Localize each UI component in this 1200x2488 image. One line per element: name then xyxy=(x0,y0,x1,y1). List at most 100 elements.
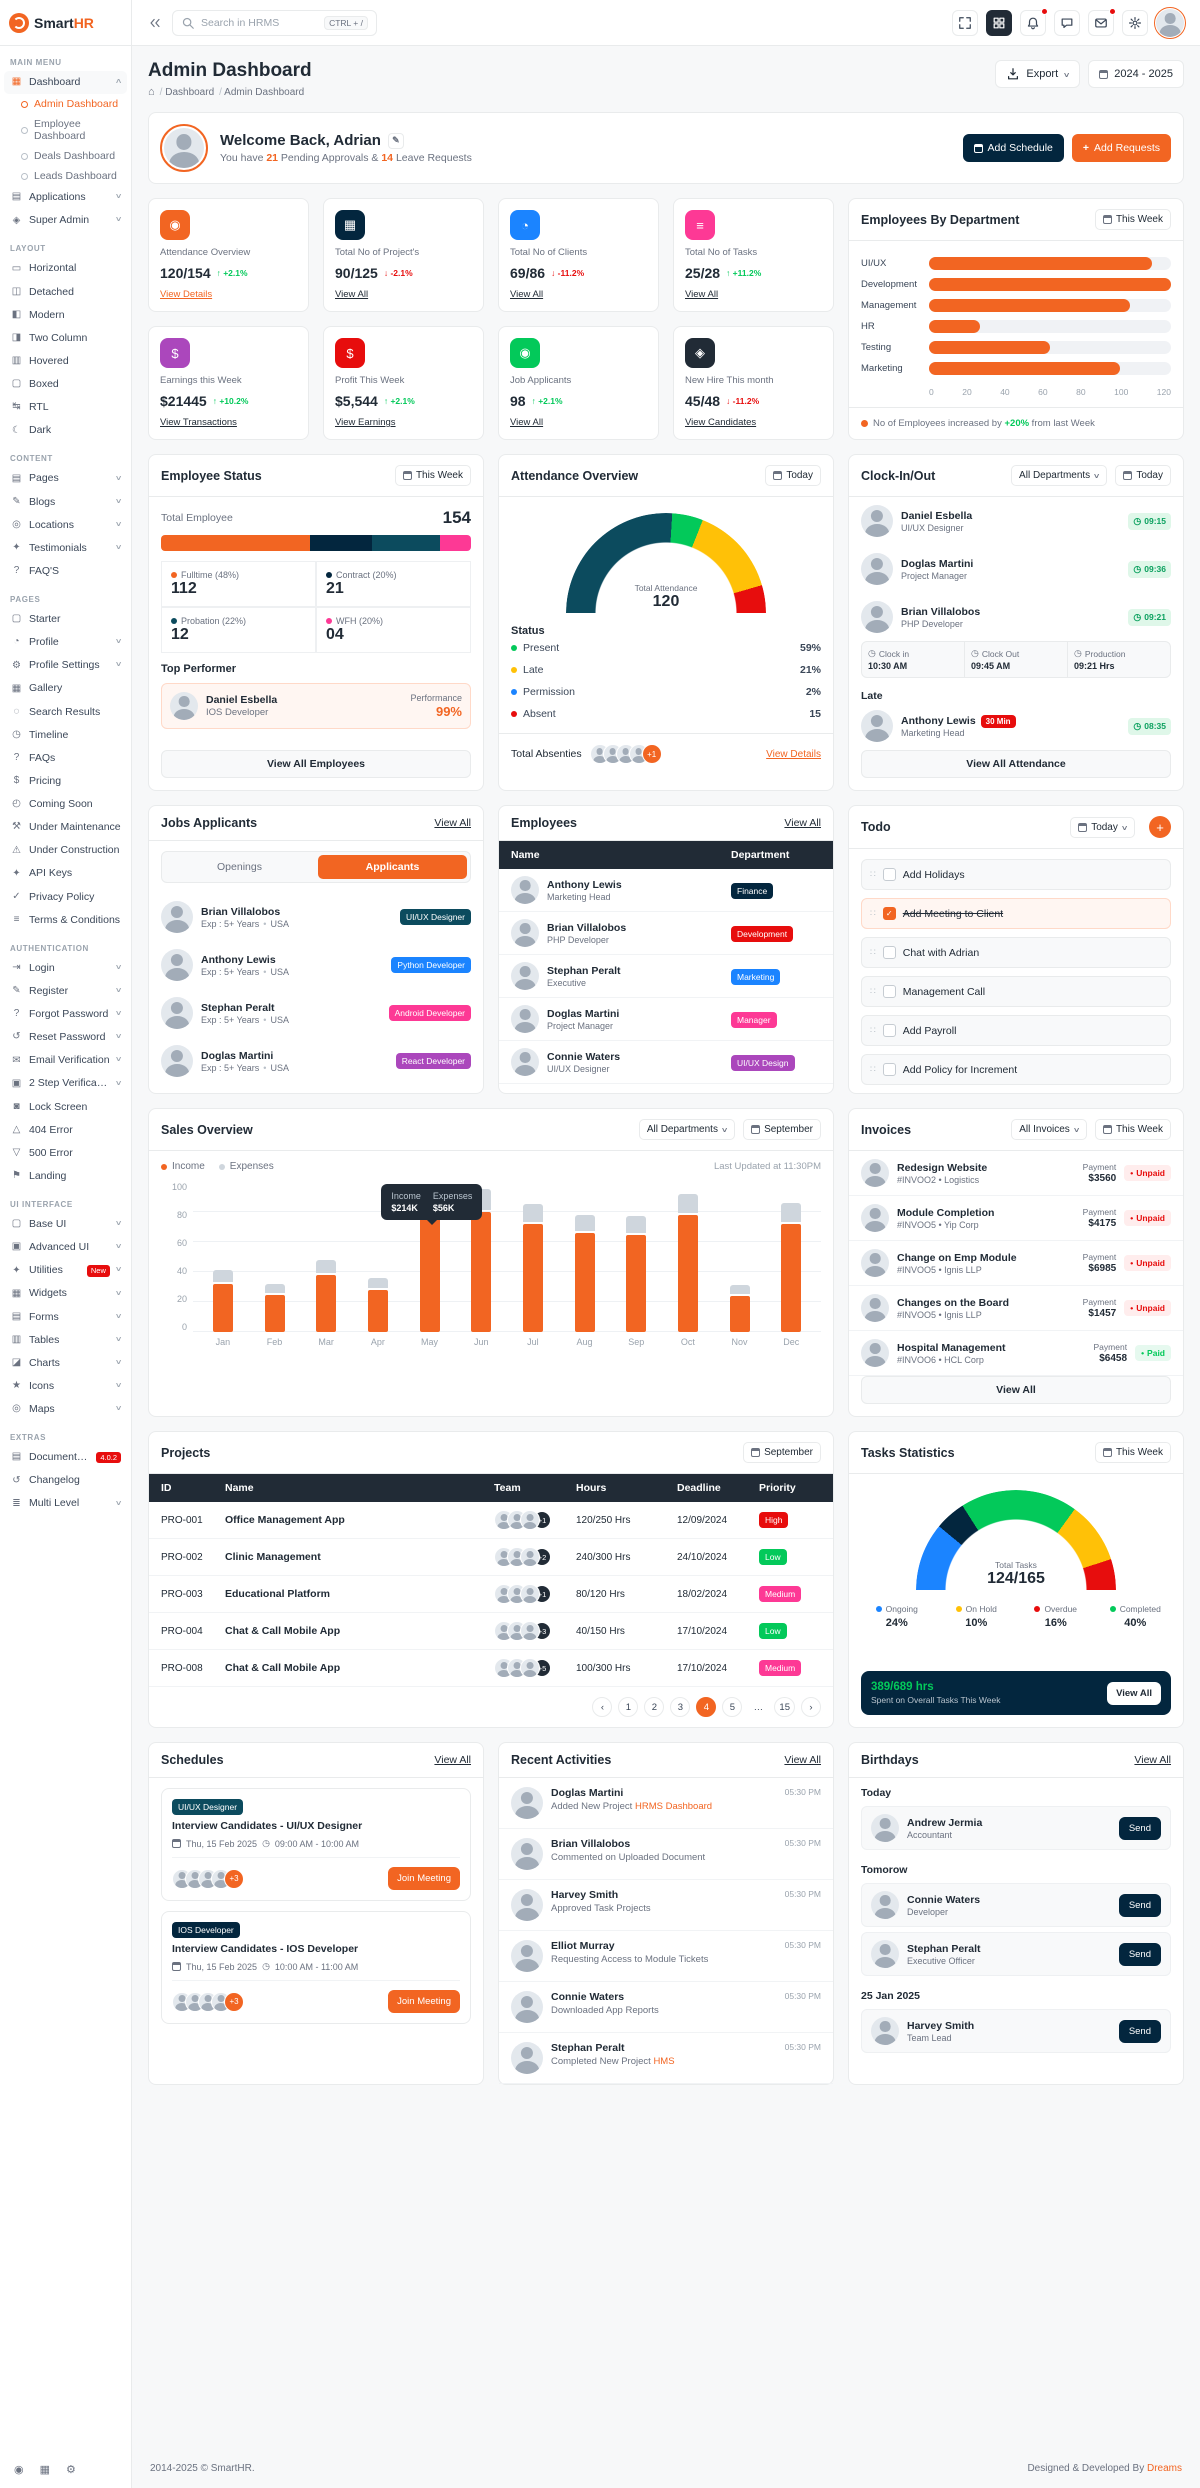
stat-link[interactable]: View All xyxy=(335,289,369,300)
todo-checkbox[interactable] xyxy=(882,1063,896,1076)
page-button[interactable]: ‹ xyxy=(592,1697,613,1717)
sidebar-item[interactable]: ✦ API Keys xyxy=(0,862,131,885)
send-button[interactable]: Send xyxy=(1118,2019,1161,2043)
view-all-attendance-button[interactable]: View All Attendance xyxy=(861,750,1171,778)
stat-link[interactable]: View Earnings xyxy=(335,417,396,428)
sidebar-item[interactable]: ▦ Gallery xyxy=(11,682,63,695)
clock-range-button[interactable]: Today xyxy=(1115,465,1171,486)
table-row[interactable]: PRO-004 Chat & Call Mobile App +3 40/150… xyxy=(149,1613,833,1650)
sidebar-item[interactable]: ▣ 2 Step Verification ∨ xyxy=(11,1077,123,1090)
sidebar-item[interactable]: ◎ Locations ∨ xyxy=(0,514,131,537)
page-button[interactable]: 4 xyxy=(696,1697,717,1717)
sidebar-item[interactable]: △ 404 Error xyxy=(0,1119,131,1142)
sidebar-item[interactable]: ◪ Charts ∨ xyxy=(11,1356,123,1369)
todo-item[interactable]: Chat with Adrian xyxy=(861,937,1171,968)
table-row[interactable]: PRO-002 Clinic Management +2 240/300 Hrs… xyxy=(149,1539,833,1576)
sidebar-item[interactable]: ◔ Profile ∨ xyxy=(0,631,131,654)
gear-icon[interactable]: ⚙ xyxy=(66,2464,76,2476)
table-row[interactable]: Brian Villalobos PHP Developer Developmen… xyxy=(499,912,833,955)
sidebar-item[interactable]: ◷ Timeline xyxy=(0,724,131,747)
sidebar-item[interactable]: ☾ Dark xyxy=(0,419,131,442)
drag-handle-icon[interactable] xyxy=(870,947,876,958)
avatar[interactable] xyxy=(160,124,208,172)
sidebar-collapse-icon[interactable] xyxy=(148,16,162,30)
drag-handle-icon[interactable] xyxy=(870,986,876,997)
activity-row[interactable]: Harvey Smith Approved Task Projects 05:3… xyxy=(499,1880,833,1931)
status-range-button[interactable]: This Week xyxy=(394,465,471,486)
tasks-range-button[interactable]: This Week xyxy=(1094,1442,1171,1463)
table-row[interactable]: PRO-003 Educational Platform +1 80/120 H… xyxy=(149,1576,833,1613)
add-requests-button[interactable]: Add Requests xyxy=(1071,134,1171,162)
drag-handle-icon[interactable] xyxy=(870,908,876,919)
sidebar-item[interactable]: ↹ RTL xyxy=(0,396,131,419)
sidebar-item[interactable]: ⚑ Landing xyxy=(0,1165,131,1188)
sales-range-button[interactable]: September xyxy=(743,1119,821,1140)
table-row[interactable]: Doglas Martini Project Manager Manager xyxy=(499,998,833,1041)
user-avatar[interactable] xyxy=(1153,6,1187,39)
stat-link[interactable]: View Transactions xyxy=(160,417,237,428)
drag-handle-icon[interactable] xyxy=(870,869,876,880)
page-button[interactable]: 15 xyxy=(774,1697,795,1717)
sidebar-item[interactable]: ≣ Multi Level ∨ xyxy=(0,1492,131,1515)
sidebar-item[interactable]: ▢ Boxed xyxy=(11,378,59,390)
todo-item[interactable]: Add Policy for Increment xyxy=(861,1054,1171,1085)
settings-gear-icon[interactable] xyxy=(1122,9,1148,36)
year-range-button[interactable]: 2024 - 2025 xyxy=(1088,60,1184,88)
tab-openings[interactable]: Openings xyxy=(217,861,262,873)
todo-item[interactable]: Management Call xyxy=(861,976,1171,1007)
view-all-employees-button[interactable]: View All Employees xyxy=(161,750,471,778)
dreams-link[interactable]: Dreams xyxy=(1146,2463,1182,2474)
export-button[interactable]: Export xyxy=(995,60,1081,88)
sidebar-item[interactable]: ? FAQ'S xyxy=(0,560,131,583)
send-button[interactable]: Send xyxy=(1118,1893,1161,1917)
sidebar-item[interactable]: ⚠ Under Construction xyxy=(0,839,131,862)
applicant-row[interactable]: Brian Villalobos Exp : 5+ YearsUSA UI/UX… xyxy=(149,893,483,941)
sidebar-item[interactable]: ▽ 500 Error xyxy=(0,1142,131,1165)
sidebar-item[interactable]: ⇥ Login ∨ xyxy=(0,957,131,980)
view-all-invoices-button[interactable]: View All xyxy=(861,1376,1171,1404)
projects-range-button[interactable]: September xyxy=(743,1442,821,1463)
invoice-row[interactable]: Changes on the Board #INVOO5 • Ignis LLP … xyxy=(849,1286,1183,1331)
page-button[interactable]: 5 xyxy=(722,1697,743,1717)
applicant-row[interactable]: Doglas Martini Exp : 5+ YearsUSA React D… xyxy=(149,1037,483,1085)
sidebar-item[interactable]: $ Pricing xyxy=(0,770,131,793)
breadcrumb-item[interactable]: Dashboard xyxy=(160,87,214,98)
view-all-tasks-button[interactable]: View All xyxy=(1107,1681,1161,1705)
page-button[interactable]: 1 xyxy=(618,1697,639,1717)
activity-row[interactable]: Doglas Martini Added New Project HRMS Da… xyxy=(499,1778,833,1829)
view-all-link[interactable]: View All xyxy=(434,817,471,829)
sidebar-item[interactable]: ▣ Advanced UI ∨ xyxy=(11,1241,123,1254)
sales-bar[interactable] xyxy=(507,1182,559,1332)
sidebar-item[interactable]: ? Forgot Password ∨ xyxy=(0,1003,131,1026)
page-button[interactable]: 3 xyxy=(670,1697,691,1717)
sidebar-item[interactable]: ▤ Pages ∨ xyxy=(11,472,123,485)
sidebar-item[interactable]: ✦ Testimonials ∨ xyxy=(0,537,131,560)
invoice-row[interactable]: Redesign Website #INVOO2 • Logistics Paym… xyxy=(849,1151,1183,1196)
activity-row[interactable]: Stephan Peralt Completed New Project HMS… xyxy=(499,2033,833,2084)
stat-link[interactable]: View All xyxy=(510,289,544,300)
invoices-filter[interactable]: All Invoices xyxy=(1011,1119,1087,1140)
invoice-row[interactable]: Hospital Management #INVOO6 • HCL Corp Pa… xyxy=(849,1331,1183,1376)
department-filter[interactable]: All Departments xyxy=(1011,465,1108,486)
sidebar-item[interactable]: ▦ Widgets ∨ xyxy=(11,1287,123,1300)
sidebar-subitem[interactable]: Leads Dashboard xyxy=(0,166,131,186)
sidebar-item[interactable]: ≡ Terms & Conditions xyxy=(0,909,131,932)
sales-bar[interactable] xyxy=(765,1182,817,1332)
sidebar-item[interactable]: ▤ Documentation 4.0.2 xyxy=(0,1446,131,1469)
dept-range-button[interactable]: This Week xyxy=(1094,209,1171,230)
page-button[interactable]: … xyxy=(753,1701,764,1713)
sidebar-item[interactable]: ▭ Horizontal xyxy=(11,262,77,275)
sales-bar[interactable] xyxy=(249,1182,301,1332)
attendance-range-button[interactable]: Today xyxy=(765,465,821,486)
todo-checkbox[interactable] xyxy=(882,946,896,959)
add-schedule-button[interactable]: Add Schedule xyxy=(962,134,1064,162)
sidebar-item[interactable]: ✉ Email Verification ∨ xyxy=(0,1049,131,1072)
send-button[interactable]: Send xyxy=(1118,1942,1161,1966)
notification-bell-icon[interactable] xyxy=(1020,7,1048,36)
sidebar-item[interactable]: ✎ Blogs ∨ xyxy=(0,491,131,514)
tab-applicants[interactable]: Applicants xyxy=(318,855,467,879)
brand-logo[interactable]: SmartHR xyxy=(0,0,131,46)
sidebar-item[interactable]: ✓ Privacy Policy xyxy=(0,886,131,909)
sidebar-item[interactable]: ? FAQs xyxy=(0,747,131,770)
stat-link[interactable]: View Details xyxy=(160,289,213,300)
